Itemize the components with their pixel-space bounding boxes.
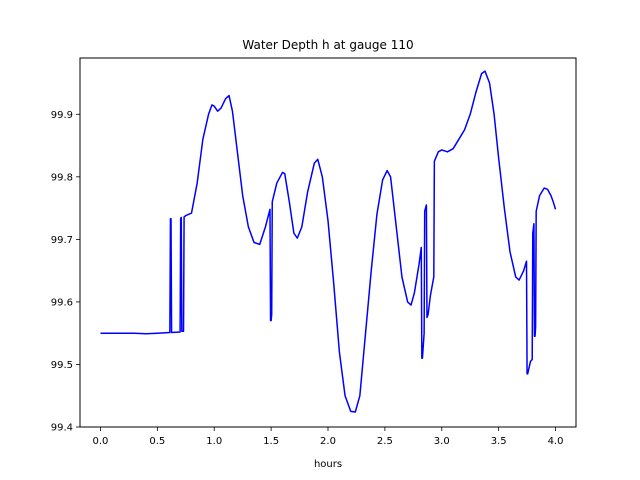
y-tick-label: 99.5 xyxy=(51,360,73,371)
y-tick-label: 99.4 xyxy=(51,423,73,434)
y-tick-label: 99.8 xyxy=(51,172,73,183)
x-axis: 0.0 0.5 1.0 1.5 2.0 2.5 3.0 3.5 4.0 xyxy=(93,427,564,447)
x-tick-label: 1.0 xyxy=(206,436,222,447)
x-tick-label: 0.5 xyxy=(149,436,165,447)
x-tick-label: 4.0 xyxy=(548,436,564,447)
x-tick-label: 2.5 xyxy=(377,436,393,447)
y-tick-label: 99.6 xyxy=(51,297,73,308)
x-axis-label: hours xyxy=(314,459,342,470)
y-tick-label: 99.9 xyxy=(51,110,73,121)
axes-frame xyxy=(79,57,577,428)
series-line-0 xyxy=(100,70,557,413)
y-tick-label: 99.7 xyxy=(51,235,73,246)
x-tick-label: 3.0 xyxy=(434,436,450,447)
chart-title: Water Depth h at gauge 110 xyxy=(242,38,413,52)
y-axis: 99.4 99.5 99.6 99.7 99.8 99.9 xyxy=(51,110,80,434)
x-tick-label: 0.0 xyxy=(93,436,109,447)
plot-area xyxy=(100,70,557,413)
x-tick-label: 2.0 xyxy=(320,436,336,447)
x-tick-label: 1.5 xyxy=(263,436,279,447)
x-tick-label: 3.5 xyxy=(491,436,507,447)
